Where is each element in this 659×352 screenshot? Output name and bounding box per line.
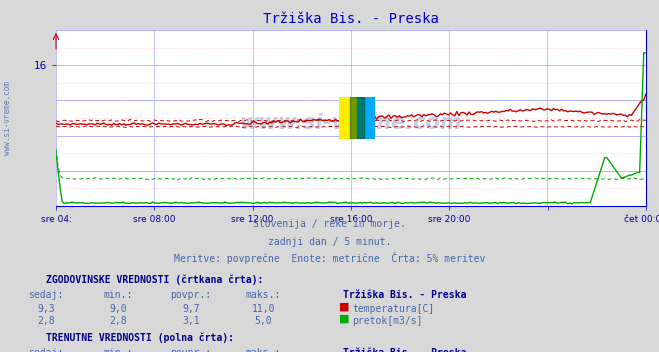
Text: zadnji dan / 5 minut.: zadnji dan / 5 minut.: [268, 237, 391, 247]
Text: Tržiška Bis. - Preska: Tržiška Bis. - Preska: [343, 347, 466, 352]
Text: maks.:: maks.:: [246, 347, 281, 352]
Text: 2,8: 2,8: [110, 316, 127, 326]
Text: 2,8: 2,8: [38, 316, 55, 326]
Text: 9,0: 9,0: [110, 303, 127, 314]
Text: sedaj:: sedaj:: [28, 290, 64, 300]
Text: sedaj:: sedaj:: [28, 347, 64, 352]
Text: TRENUTNE VREDNOSTI (polna črta):: TRENUTNE VREDNOSTI (polna črta):: [46, 332, 234, 343]
Text: min.:: min.:: [104, 347, 133, 352]
Text: ■: ■: [339, 314, 350, 324]
Text: Slovenija / reke in morje.: Slovenija / reke in morje.: [253, 219, 406, 229]
Text: povpr.:: povpr.:: [171, 290, 212, 300]
Text: 11,0: 11,0: [252, 303, 275, 314]
Text: www.si-vreme.com: www.si-vreme.com: [3, 81, 13, 155]
Text: min.:: min.:: [104, 290, 133, 300]
Text: ■: ■: [339, 302, 350, 312]
Title: Tržiška Bis. - Preska: Tržiška Bis. - Preska: [263, 12, 439, 26]
Text: ZGODOVINSKE VREDNOSTI (črtkana črta):: ZGODOVINSKE VREDNOSTI (črtkana črta):: [46, 275, 264, 285]
Text: temperatura[C]: temperatura[C]: [353, 303, 435, 314]
Text: 9,3: 9,3: [38, 303, 55, 314]
Polygon shape: [350, 97, 364, 139]
Text: Tržiška Bis. - Preska: Tržiška Bis. - Preska: [343, 290, 466, 300]
Text: www.si-vreme.com: www.si-vreme.com: [240, 113, 462, 133]
Text: 5,0: 5,0: [255, 316, 272, 326]
Text: Meritve: povprečne  Enote: metrične  Črta: 5% meritev: Meritve: povprečne Enote: metrične Črta:…: [174, 252, 485, 264]
Text: pretok[m3/s]: pretok[m3/s]: [353, 316, 423, 326]
Bar: [339, 97, 357, 139]
Text: 9,7: 9,7: [183, 303, 200, 314]
Text: 3,1: 3,1: [183, 316, 200, 326]
Text: maks.:: maks.:: [246, 290, 281, 300]
Text: povpr.:: povpr.:: [171, 347, 212, 352]
Bar: [357, 97, 376, 139]
